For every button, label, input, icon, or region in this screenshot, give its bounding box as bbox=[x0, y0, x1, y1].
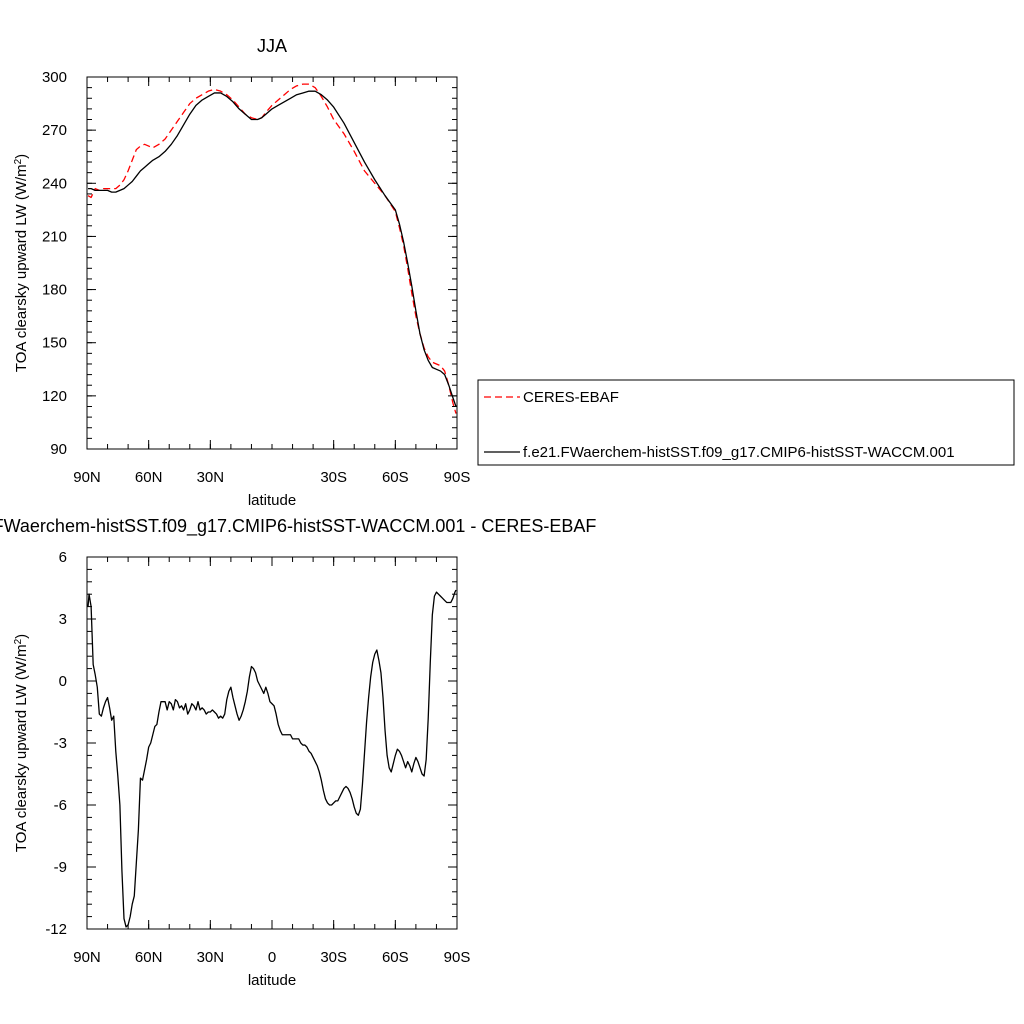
y-tick-label: 150 bbox=[42, 335, 67, 352]
axes: 90N 60N 30N 0 30S 60S 90S 6 3 0 -3 -6 -9 -12 bbox=[45, 549, 470, 966]
legend-label-ceres: CERES-EBAF bbox=[523, 389, 619, 406]
y-tick-label: 6 bbox=[59, 549, 67, 566]
axes: 90N 60N 30N 30S 60S 90S 300 270 240 210 180 150 120 9… bbox=[42, 69, 470, 486]
y-tick-label: 300 bbox=[42, 69, 67, 86]
y-tick-label: -9 bbox=[54, 859, 67, 876]
plot-frame bbox=[86, 76, 458, 450]
panel-title: JJA bbox=[257, 36, 287, 56]
x-axis-label: latitude bbox=[248, 492, 296, 509]
legend-label-model: f.e21.FWaerchem-histSST.f09_g17.CMIP6-hi… bbox=[523, 444, 955, 461]
y-tick-label: 3 bbox=[59, 611, 67, 628]
y-tick-label: 210 bbox=[42, 228, 67, 245]
x-tick-label: 30N bbox=[197, 949, 225, 966]
x-tick-label: 90N bbox=[73, 949, 101, 966]
x-axis-label: latitude bbox=[248, 972, 296, 989]
series-line-1 bbox=[88, 90, 457, 407]
legend-box bbox=[477, 379, 1015, 466]
x-tick-label: 90S bbox=[444, 469, 471, 486]
legend: CERES-EBAF f.e21.FWaerchem-histSST.f09_g… bbox=[477, 379, 1015, 466]
plot-frame bbox=[86, 556, 458, 930]
series-line-0 bbox=[87, 589, 457, 928]
series-lines bbox=[87, 83, 457, 414]
x-tick-label: 60S bbox=[382, 469, 409, 486]
x-tick-label: 60N bbox=[135, 949, 163, 966]
x-tick-label: 30N bbox=[197, 469, 225, 486]
y-tick-label: 0 bbox=[59, 673, 67, 690]
y-tick-label: 90 bbox=[50, 441, 67, 458]
y-tick-label: 270 bbox=[42, 122, 67, 139]
x-tick-label: 60N bbox=[135, 469, 163, 486]
y-axis-label: TOA clearsky upward LW (W/m2) bbox=[13, 634, 31, 852]
x-tick-label: 30S bbox=[320, 469, 347, 486]
y-tick-label: -12 bbox=[45, 921, 67, 938]
bottom-panel: f.e21.FWaerchem-histSST.f09_g17.CMIP6-hi… bbox=[0, 516, 596, 989]
series-lines bbox=[87, 589, 457, 928]
panel-title: f.e21.FWaerchem-histSST.f09_g17.CMIP6-hi… bbox=[0, 516, 596, 537]
x-tick-label: 90N bbox=[73, 469, 101, 486]
x-tick-label: 90S bbox=[444, 949, 471, 966]
y-tick-label: -6 bbox=[54, 797, 67, 814]
y-axis-label: TOA clearsky upward LW (W/m2) bbox=[13, 154, 31, 372]
y-tick-label: -3 bbox=[54, 735, 67, 752]
x-tick-label: 0 bbox=[268, 949, 276, 966]
y-tick-label: 240 bbox=[42, 175, 67, 192]
top-panel: JJA 90N 60N 30N 30S 60S 90S 300 270 240 210 180 150… bbox=[13, 36, 471, 509]
x-tick-label: 60S bbox=[382, 949, 409, 966]
series-line-0 bbox=[87, 83, 457, 414]
y-tick-label: 180 bbox=[42, 282, 67, 299]
x-tick-label: 30S bbox=[320, 949, 347, 966]
y-tick-label: 120 bbox=[42, 388, 67, 405]
